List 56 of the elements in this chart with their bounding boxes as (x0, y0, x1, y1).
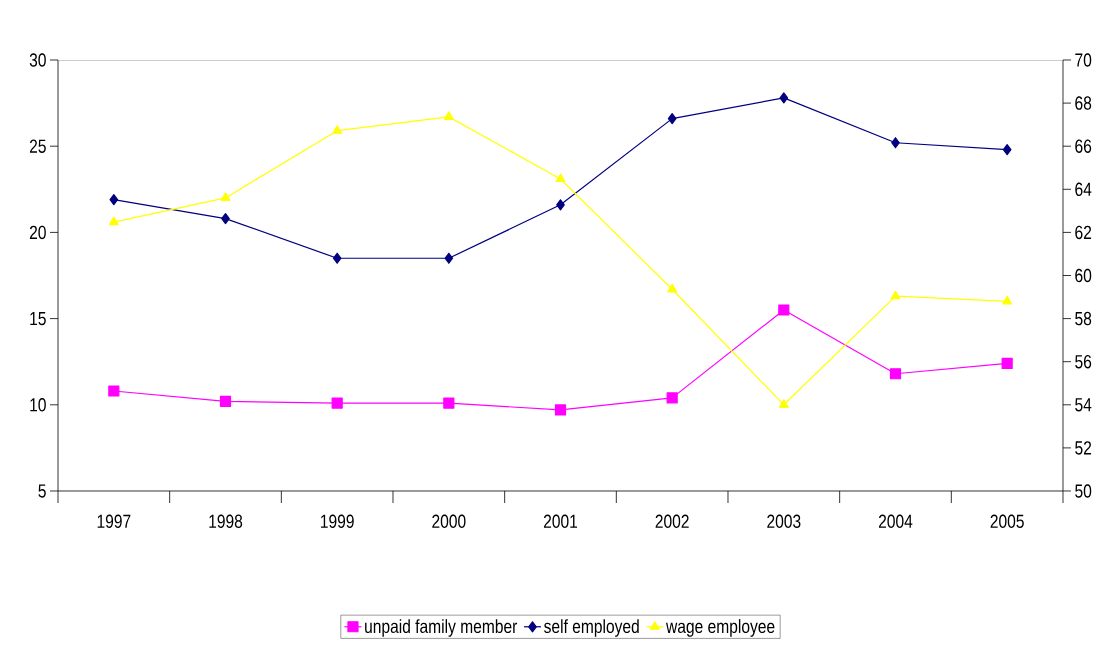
y-tick-label: 5 (38, 484, 46, 498)
point (220, 192, 231, 202)
point (219, 395, 232, 407)
point (667, 283, 678, 293)
y2-tick-label: 64 (1075, 182, 1092, 197)
y-tick-label: 15 (30, 311, 46, 326)
point (890, 290, 901, 300)
y2-tick-label: 68 (1075, 96, 1092, 110)
y2-tick-label: 60 (1075, 268, 1092, 283)
point (667, 113, 677, 125)
y-tick-label: 25 (29, 139, 46, 153)
y2-tick-label: 70 (1075, 53, 1092, 67)
point (332, 252, 342, 264)
point (556, 199, 565, 211)
point (444, 252, 454, 264)
y2-tick-label: 56 (1075, 354, 1092, 369)
y-tick-label: 30 (29, 53, 46, 67)
x-tick-label: 1997 (97, 514, 131, 528)
point (555, 173, 566, 183)
y2-tick-label: 62 (1075, 225, 1092, 240)
x-tick-label: 2003 (767, 514, 801, 528)
x-tick-label: 2005 (990, 514, 1024, 528)
point (1002, 295, 1013, 305)
y2-tick-label: 54 (1075, 398, 1092, 412)
y2-tick-label: 66 (1075, 139, 1092, 153)
y-tick-label: 20 (29, 225, 46, 240)
point (109, 194, 119, 206)
point (779, 92, 789, 104)
point (1002, 144, 1012, 156)
x-tick-label: 2004 (878, 514, 913, 528)
legend-label: wage employee (666, 619, 775, 637)
point (221, 213, 230, 225)
point (1001, 357, 1013, 370)
y2-tick-label: 52 (1075, 441, 1092, 455)
point (554, 404, 567, 416)
y-tick-label: 10 (30, 398, 46, 412)
point (778, 399, 789, 408)
x-tick-label: 1998 (209, 514, 243, 528)
y2-tick-label: 50 (1075, 484, 1092, 498)
point (332, 125, 343, 134)
point (443, 111, 454, 120)
point (108, 216, 119, 226)
x-tick-label: 1999 (321, 514, 354, 528)
point (443, 397, 455, 409)
legend-label: self employed (544, 619, 639, 637)
point (666, 392, 678, 404)
point (889, 368, 902, 380)
x-tick-label: 2000 (432, 514, 466, 528)
point (331, 397, 343, 409)
point (891, 137, 900, 149)
point (108, 385, 120, 397)
legend-label: unpaid family member (365, 619, 518, 637)
point (778, 304, 790, 316)
x-tick-label: 2002 (655, 514, 689, 528)
x-tick-label: 2001 (543, 514, 578, 528)
y2-tick-label: 58 (1075, 311, 1092, 326)
